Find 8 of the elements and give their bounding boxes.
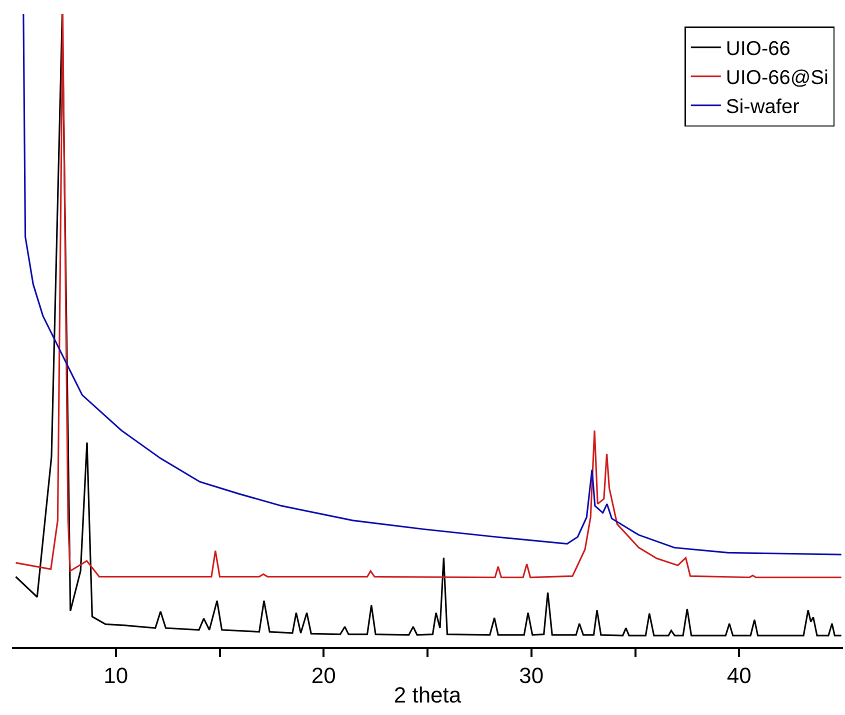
x-tick-label: 20 bbox=[311, 663, 336, 688]
legend-label: UIO-66 bbox=[726, 38, 790, 60]
x-axis-title: 2 theta bbox=[394, 682, 462, 708]
x-tick-label: 40 bbox=[726, 663, 752, 688]
x-tick-label: 30 bbox=[519, 663, 544, 688]
legend-label: Si-wafer bbox=[726, 96, 800, 118]
x-tick-label: 10 bbox=[104, 663, 128, 688]
legend-label: UIO-66@Si bbox=[726, 67, 828, 90]
